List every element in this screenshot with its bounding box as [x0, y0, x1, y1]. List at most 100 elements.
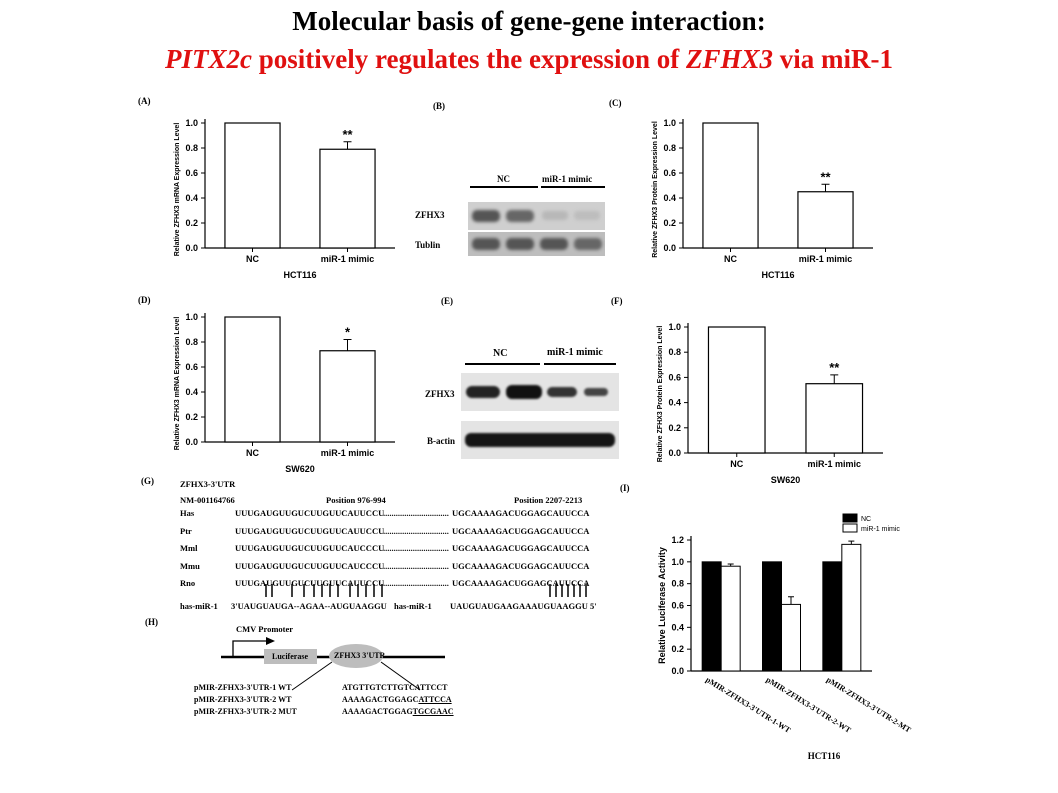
y-tick-label: 1.0: [663, 118, 676, 128]
construct-sequence: ATGTTGTCTTGTCATTCCT: [342, 683, 448, 692]
bar: [805, 383, 864, 454]
bar-nc: [822, 561, 843, 672]
alignment-s1: UUUGAUGUUGUCUUGUUCAUUCCU: [235, 525, 385, 536]
y-tick-label: 0.0: [185, 437, 198, 447]
significance-marker: *: [345, 325, 351, 340]
alignment-position-1: Position 976-994: [326, 495, 386, 505]
bar: [702, 122, 759, 249]
bar: [797, 191, 854, 249]
y-tick-label: 0.2: [671, 644, 684, 654]
construct-sequence: AAAAGACTGGAGTGCGAAC: [342, 707, 454, 716]
x-tick-label: miR-1 mimic: [799, 254, 853, 264]
construct-sequence-plain: AAAAGACTGGAG: [342, 707, 413, 716]
y-tick-label: 0.6: [671, 601, 684, 611]
alignment-s1: UUUGAUGUUGUCUUGUUCAUCCCU: [235, 560, 385, 571]
significance-marker: **: [820, 169, 831, 184]
blot-e-underline-nc: [465, 363, 540, 365]
alignment-sp: Ptr: [180, 525, 192, 536]
x-tick-label: NC: [246, 448, 259, 458]
panel-label-a: (A): [138, 96, 151, 106]
alignment-dots: ...............................: [383, 578, 449, 588]
y-tick-label: 0.4: [185, 387, 198, 397]
utr-ellipse-label: ZFHX3 3'UTR: [334, 651, 386, 660]
blot-e-underline-mimic: [544, 363, 616, 365]
y-tick-label: 1.0: [185, 312, 198, 322]
x-tick-label: NC: [246, 254, 259, 264]
panel-label-f: (F): [611, 296, 623, 306]
alignment-s2: UGCAAAAGACUGGAGCAUUCCA: [452, 578, 590, 588]
y-tick-label: 1.0: [668, 322, 681, 332]
gene-zfhx3: ZFHX3: [685, 44, 773, 74]
x-axis-title: HCT116: [808, 751, 841, 761]
luciferase-box-label: Luciferase: [272, 652, 308, 661]
title-end: via miR-1: [773, 44, 893, 74]
legend-label: NC: [861, 516, 871, 523]
construct-name: pMIR-ZFHX3-3'UTR-2 MUT: [194, 707, 297, 716]
alignment-sp: Mmu: [180, 560, 200, 571]
construct-sequence-site: ATTCCA: [418, 695, 452, 704]
alignment-accession: NM-001164766: [180, 495, 235, 505]
mir-label-1: has-miR-1: [180, 601, 218, 611]
cmv-promoter-label: CMV Promoter: [236, 624, 294, 634]
bar-nc: [701, 561, 722, 672]
alignment-position-2: Position 2207-2213: [514, 495, 583, 505]
bar: [224, 316, 281, 443]
y-axis-title: Relative ZFHX3 mRNA Expression Level: [174, 123, 181, 257]
x-axis-title: HCT116: [283, 270, 316, 280]
bar-mimic: [720, 565, 741, 672]
blot-b-underline-nc: [470, 186, 538, 188]
alignment-s2: UGCAAAAGACUGGAGCAUUCCA: [452, 560, 590, 571]
y-tick-label: 1.0: [185, 118, 198, 128]
significance-marker: **: [829, 360, 840, 375]
panel-label-c: (C): [609, 98, 622, 108]
y-tick-label: 0.2: [668, 423, 681, 433]
y-tick-label: 0.2: [185, 218, 198, 228]
blot-b-zfhx3-strip: [468, 202, 605, 230]
y-tick-label: 0.6: [668, 372, 681, 382]
y-tick-label: 0.8: [185, 337, 198, 347]
panel-label-g: (G): [141, 476, 154, 486]
panel-label-d: (D): [138, 295, 151, 305]
panel-label-i: (I): [620, 483, 630, 493]
alignment-sp: Mml: [180, 543, 198, 553]
x-tick-label: pMIR-ZFHX3-3'UTR-2-MT: [825, 675, 913, 735]
x-axis-title: SW620: [285, 464, 315, 474]
x-tick-label: miR-1 mimic: [807, 459, 861, 469]
blot-e-group-nc: NC: [493, 348, 508, 359]
y-tick-label: 0.2: [663, 218, 676, 228]
construct-sequence-plain: AAAAGACTGGAGC: [342, 695, 419, 704]
alignment-s1: UUUGAUGUUGUCUUGUUCAUCCCU: [235, 543, 385, 553]
x-tick-label: NC: [730, 459, 743, 469]
x-axis-title: SW620: [771, 475, 801, 485]
y-tick-label: 0.6: [185, 362, 198, 372]
y-tick-label: 0.4: [668, 398, 681, 408]
bar-nc: [762, 561, 782, 672]
title-mid: positively regulates the expression of: [252, 44, 686, 74]
x-tick-label: pMIR-ZFHX3-3'UTR-1-WT: [704, 675, 793, 735]
y-axis-title: Relative ZFHX3 Protein Expression Level: [657, 326, 664, 463]
panel-label-e: (E): [441, 296, 453, 306]
y-axis-title: Relative Luciferase Activity: [657, 547, 667, 664]
blot-b-row-zfhx3: ZFHX3: [415, 210, 445, 220]
y-tick-label: 0.0: [671, 666, 684, 676]
y-tick-label: 1.2: [671, 535, 684, 545]
blot-e-row-bactin: B-actin: [427, 436, 455, 446]
blot-e-bactin-strip: [461, 421, 619, 459]
y-tick-label: 0.4: [185, 193, 198, 203]
y-tick-label: 0.4: [663, 193, 676, 203]
x-tick-label: miR-1 mimic: [321, 448, 375, 458]
y-tick-label: 0.2: [185, 412, 198, 422]
y-tick-label: 0.8: [663, 143, 676, 153]
blot-b-tublin-strip: [468, 232, 605, 256]
bar-mimic: [781, 603, 801, 672]
bar: [224, 122, 281, 249]
y-tick-label: 0.0: [668, 448, 681, 458]
alignment-dots: ...............................: [383, 525, 449, 536]
y-tick-label: 0.0: [185, 243, 198, 253]
blot-b-row-tublin: Tublin: [415, 240, 441, 250]
gene-pitx2c: PITX2c: [165, 44, 252, 74]
construct-name: pMIR-ZFHX3-3'UTR-1 WT: [194, 683, 292, 692]
construct-name: pMIR-ZFHX3-3'UTR-2 WT: [194, 695, 292, 704]
blot-b-group-mimic: miR-1 mimic: [542, 174, 593, 184]
figure-title-line2: PITX2c positively regulates the expressi…: [0, 44, 1058, 75]
